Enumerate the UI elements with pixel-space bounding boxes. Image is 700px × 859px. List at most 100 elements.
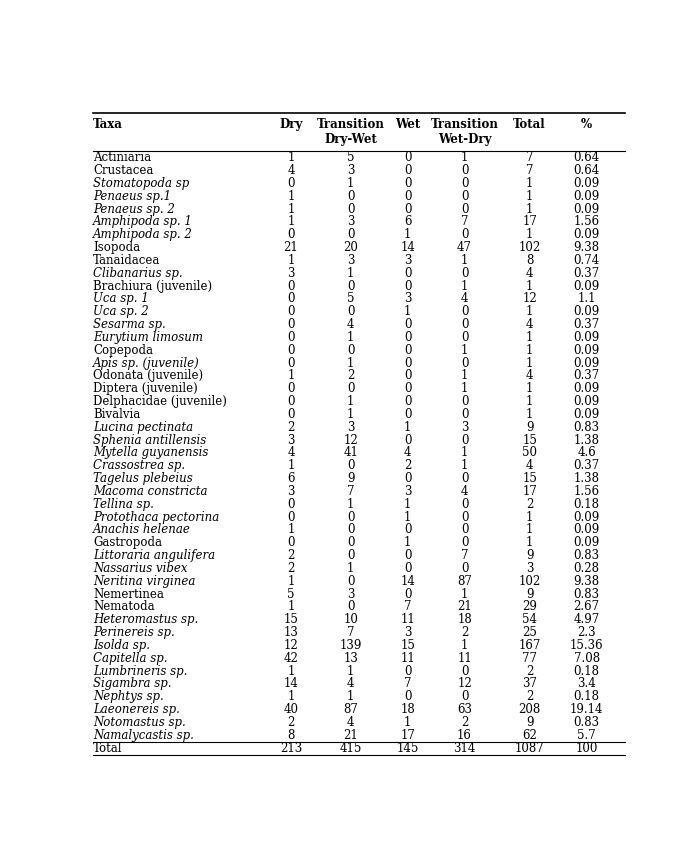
Text: Sphenia antillensis: Sphenia antillensis: [93, 434, 206, 447]
Text: 63: 63: [457, 704, 472, 716]
Text: Sesarma sp.: Sesarma sp.: [93, 318, 166, 331]
Text: 1: 1: [526, 344, 533, 356]
Text: Penaeus sp. 2: Penaeus sp. 2: [93, 203, 175, 216]
Text: Crustacea: Crustacea: [93, 164, 153, 177]
Text: 1: 1: [461, 254, 468, 267]
Text: 1: 1: [526, 280, 533, 293]
Text: 0: 0: [404, 588, 412, 600]
Text: Stomatopoda sp: Stomatopoda sp: [93, 177, 189, 190]
Text: 4: 4: [287, 164, 295, 177]
Text: Nemertinea: Nemertinea: [93, 588, 164, 600]
Text: 0.83: 0.83: [573, 549, 600, 562]
Text: 2: 2: [287, 562, 295, 575]
Text: 1: 1: [347, 177, 354, 190]
Text: 0: 0: [287, 305, 295, 319]
Text: 3: 3: [404, 626, 412, 639]
Text: 0: 0: [287, 382, 295, 395]
Text: 0: 0: [404, 190, 412, 203]
Text: 17: 17: [522, 485, 537, 498]
Text: Transition
Dry-Wet: Transition Dry-Wet: [316, 119, 384, 146]
Text: 4.6: 4.6: [578, 447, 596, 460]
Text: 0.09: 0.09: [573, 356, 600, 369]
Text: 0: 0: [347, 523, 354, 537]
Text: 145: 145: [396, 741, 419, 755]
Text: 2: 2: [404, 460, 412, 472]
Text: 0: 0: [404, 691, 412, 704]
Text: 0: 0: [404, 562, 412, 575]
Text: 1: 1: [461, 151, 468, 164]
Text: Dry: Dry: [279, 119, 302, 131]
Text: Laeonereis sp.: Laeonereis sp.: [93, 704, 180, 716]
Text: 0.09: 0.09: [573, 280, 600, 293]
Text: Anachis helenae: Anachis helenae: [93, 523, 191, 537]
Text: 100: 100: [575, 741, 598, 755]
Text: 0: 0: [404, 356, 412, 369]
Text: 2: 2: [526, 665, 533, 678]
Text: 9: 9: [526, 549, 533, 562]
Text: 4: 4: [526, 267, 533, 280]
Text: 3: 3: [287, 434, 295, 447]
Text: Lumbrineris sp.: Lumbrineris sp.: [93, 665, 188, 678]
Text: Nephtys sp.: Nephtys sp.: [93, 691, 164, 704]
Text: 0: 0: [461, 510, 468, 524]
Text: 12: 12: [284, 639, 298, 652]
Text: 0: 0: [347, 536, 354, 549]
Text: Neritina virginea: Neritina virginea: [93, 575, 195, 588]
Text: 0.37: 0.37: [573, 318, 600, 331]
Text: 0: 0: [347, 382, 354, 395]
Text: 102: 102: [519, 241, 541, 254]
Text: Amphipoda sp. 1: Amphipoda sp. 1: [93, 216, 192, 228]
Text: Perinereis sp.: Perinereis sp.: [93, 626, 175, 639]
Text: 1.56: 1.56: [573, 485, 600, 498]
Text: Notomastus sp.: Notomastus sp.: [93, 716, 186, 729]
Text: 11: 11: [457, 652, 472, 665]
Text: 5: 5: [347, 292, 354, 306]
Text: 2.67: 2.67: [573, 600, 600, 613]
Text: 3: 3: [404, 254, 412, 267]
Text: 2: 2: [287, 716, 295, 729]
Text: 14: 14: [284, 678, 298, 691]
Text: 0: 0: [404, 177, 412, 190]
Text: 1: 1: [287, 369, 295, 382]
Text: Transition
Wet-Dry: Transition Wet-Dry: [430, 119, 498, 146]
Text: Tanaidacea: Tanaidacea: [93, 254, 160, 267]
Text: 3: 3: [347, 216, 354, 228]
Text: 4: 4: [404, 447, 412, 460]
Text: 0: 0: [404, 151, 412, 164]
Text: 9.38: 9.38: [573, 241, 600, 254]
Text: Sigambra sp.: Sigambra sp.: [93, 678, 172, 691]
Text: 0.83: 0.83: [573, 588, 600, 600]
Text: 9: 9: [526, 421, 533, 434]
Text: 0: 0: [347, 228, 354, 241]
Text: 14: 14: [400, 575, 415, 588]
Text: 0: 0: [287, 408, 295, 421]
Text: Protothaca pectorina: Protothaca pectorina: [93, 510, 219, 524]
Text: Odonata (juvenile): Odonata (juvenile): [93, 369, 203, 382]
Text: 0: 0: [404, 665, 412, 678]
Text: 2.3: 2.3: [578, 626, 596, 639]
Text: 0: 0: [347, 510, 354, 524]
Text: Bivalvia: Bivalvia: [93, 408, 140, 421]
Text: 1.38: 1.38: [573, 472, 600, 485]
Text: 0: 0: [461, 536, 468, 549]
Text: 15: 15: [522, 434, 537, 447]
Text: 1: 1: [526, 190, 533, 203]
Text: 167: 167: [519, 639, 541, 652]
Text: 1: 1: [526, 305, 533, 319]
Text: 1: 1: [526, 331, 533, 344]
Text: 139: 139: [340, 639, 362, 652]
Text: 1.1: 1.1: [578, 292, 596, 306]
Text: 415: 415: [340, 741, 362, 755]
Text: 0: 0: [461, 318, 468, 331]
Text: 87: 87: [457, 575, 472, 588]
Text: 0: 0: [287, 395, 295, 408]
Text: 1: 1: [526, 395, 533, 408]
Text: 18: 18: [400, 704, 415, 716]
Text: 0: 0: [404, 369, 412, 382]
Text: 1.56: 1.56: [573, 216, 600, 228]
Text: 4: 4: [461, 485, 468, 498]
Text: 20: 20: [343, 241, 358, 254]
Text: 16: 16: [457, 728, 472, 742]
Text: 0: 0: [461, 665, 468, 678]
Text: 1: 1: [287, 600, 295, 613]
